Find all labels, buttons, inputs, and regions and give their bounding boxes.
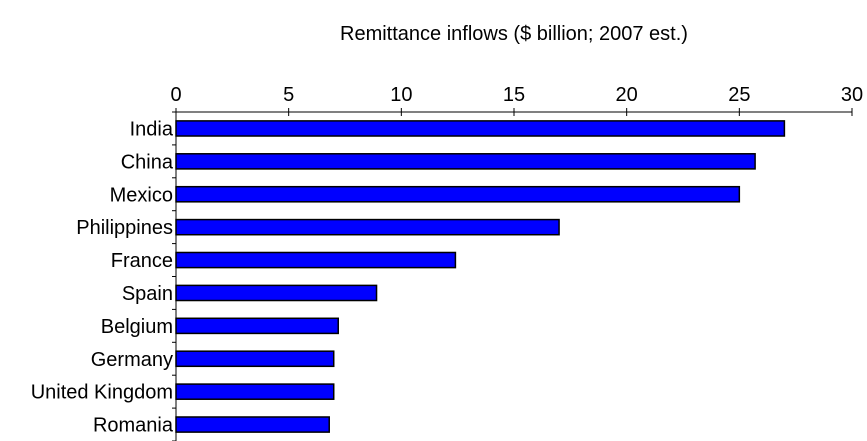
bar-mexico [175,185,741,203]
x-tick-label: 30 [841,84,863,106]
x-tick-label: 10 [390,84,412,106]
x-tick-label: 25 [728,84,750,106]
bar-philippines [175,218,560,236]
plot-area: 0 5 10 15 20 25 30 India China Mexico Philippines F… [31,84,863,441]
category-label: Romania [93,415,174,437]
x-tick-label: 0 [170,84,181,106]
category-label: India [130,118,174,140]
category-label: Germany [91,349,173,371]
bar-china [175,153,756,170]
category-label: Philippines [76,217,173,239]
x-tick-label: 20 [616,84,638,106]
x-tick-label: 15 [503,84,525,106]
category-label: United Kingdom [31,382,173,404]
category-label: Mexico [110,184,173,206]
bar-france [175,251,457,269]
bar-united-kingdom [175,383,335,400]
bar-spain [175,284,378,302]
category-label: China [121,151,174,173]
bar-romania [175,416,330,433]
bar-germany [175,350,335,368]
bar-belgium [175,317,339,335]
x-tick-label: 5 [283,84,294,106]
category-label: Spain [122,283,173,305]
category-label: France [111,250,173,272]
x-axis-title: Remittance inflows ($ billion; 2007 est.… [340,23,688,45]
category-label: Belgium [101,316,173,338]
bar-india [175,120,786,137]
